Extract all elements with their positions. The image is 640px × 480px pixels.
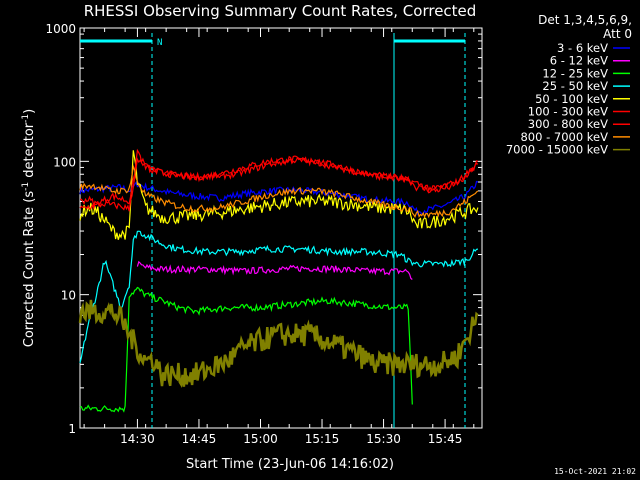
legend-label: 7000 - 15000 keV	[506, 143, 608, 157]
series-line-2	[136, 260, 413, 280]
series-line-5	[79, 150, 479, 240]
legend-label: 25 - 50 keV	[542, 79, 608, 93]
sun-marker-label: N	[157, 38, 162, 48]
y-tick-labels: 1 10 100 1000	[45, 22, 76, 436]
x-tick-label: 15:45	[428, 432, 463, 446]
legend-label: 800 - 7000 keV	[520, 130, 608, 144]
series-line-8	[79, 164, 479, 219]
legend-label: 12 - 25 keV	[542, 66, 608, 80]
y-tick-label: 10	[61, 289, 76, 303]
y-tick-label: 1000	[45, 22, 76, 36]
x-tick-label: 15:00	[243, 432, 278, 446]
legend-label: 50 - 100 keV	[535, 92, 608, 106]
legend-label: 6 - 12 keV	[550, 54, 608, 68]
x-tick-label: 14:30	[120, 432, 155, 446]
generation-timestamp: 15-Oct-2021 21:02	[554, 467, 636, 476]
series-line-4	[79, 230, 479, 364]
y-axis-label: Corrected Count Rate (s-1 detector-1)	[21, 109, 37, 347]
legend-label: 100 - 300 keV	[528, 105, 608, 119]
x-tick-label: 15:30	[366, 432, 401, 446]
plot-frame	[79, 27, 483, 429]
chart-title: RHESSI Observing Summary Count Rates, Co…	[84, 2, 477, 20]
x-tick-labels: 14:30 14:45 15:00 15:15 15:30 15:45	[120, 432, 462, 446]
y-tick-label: 1	[68, 422, 76, 436]
legend-label: 3 - 6 keV	[557, 41, 608, 55]
legend-label: 300 - 800 keV	[528, 117, 608, 131]
y-tick-label: 100	[53, 155, 76, 169]
x-tick-label: 15:15	[305, 432, 340, 446]
series-line-3	[79, 286, 413, 413]
legend-header-detectors: Det 1,3,4,5,6,9,	[538, 13, 632, 27]
series-line-1	[79, 180, 479, 216]
series-line-9	[78, 299, 479, 389]
legend-header-attenuator: Att 0	[603, 27, 632, 41]
x-axis-label: Start Time (23-Jun-06 14:16:02)	[186, 457, 394, 472]
series-line-7	[79, 156, 479, 212]
x-tick-label: 14:45	[182, 432, 217, 446]
series-lines	[78, 148, 479, 413]
night-markers: N	[80, 33, 466, 428]
series-line-6	[79, 148, 479, 208]
